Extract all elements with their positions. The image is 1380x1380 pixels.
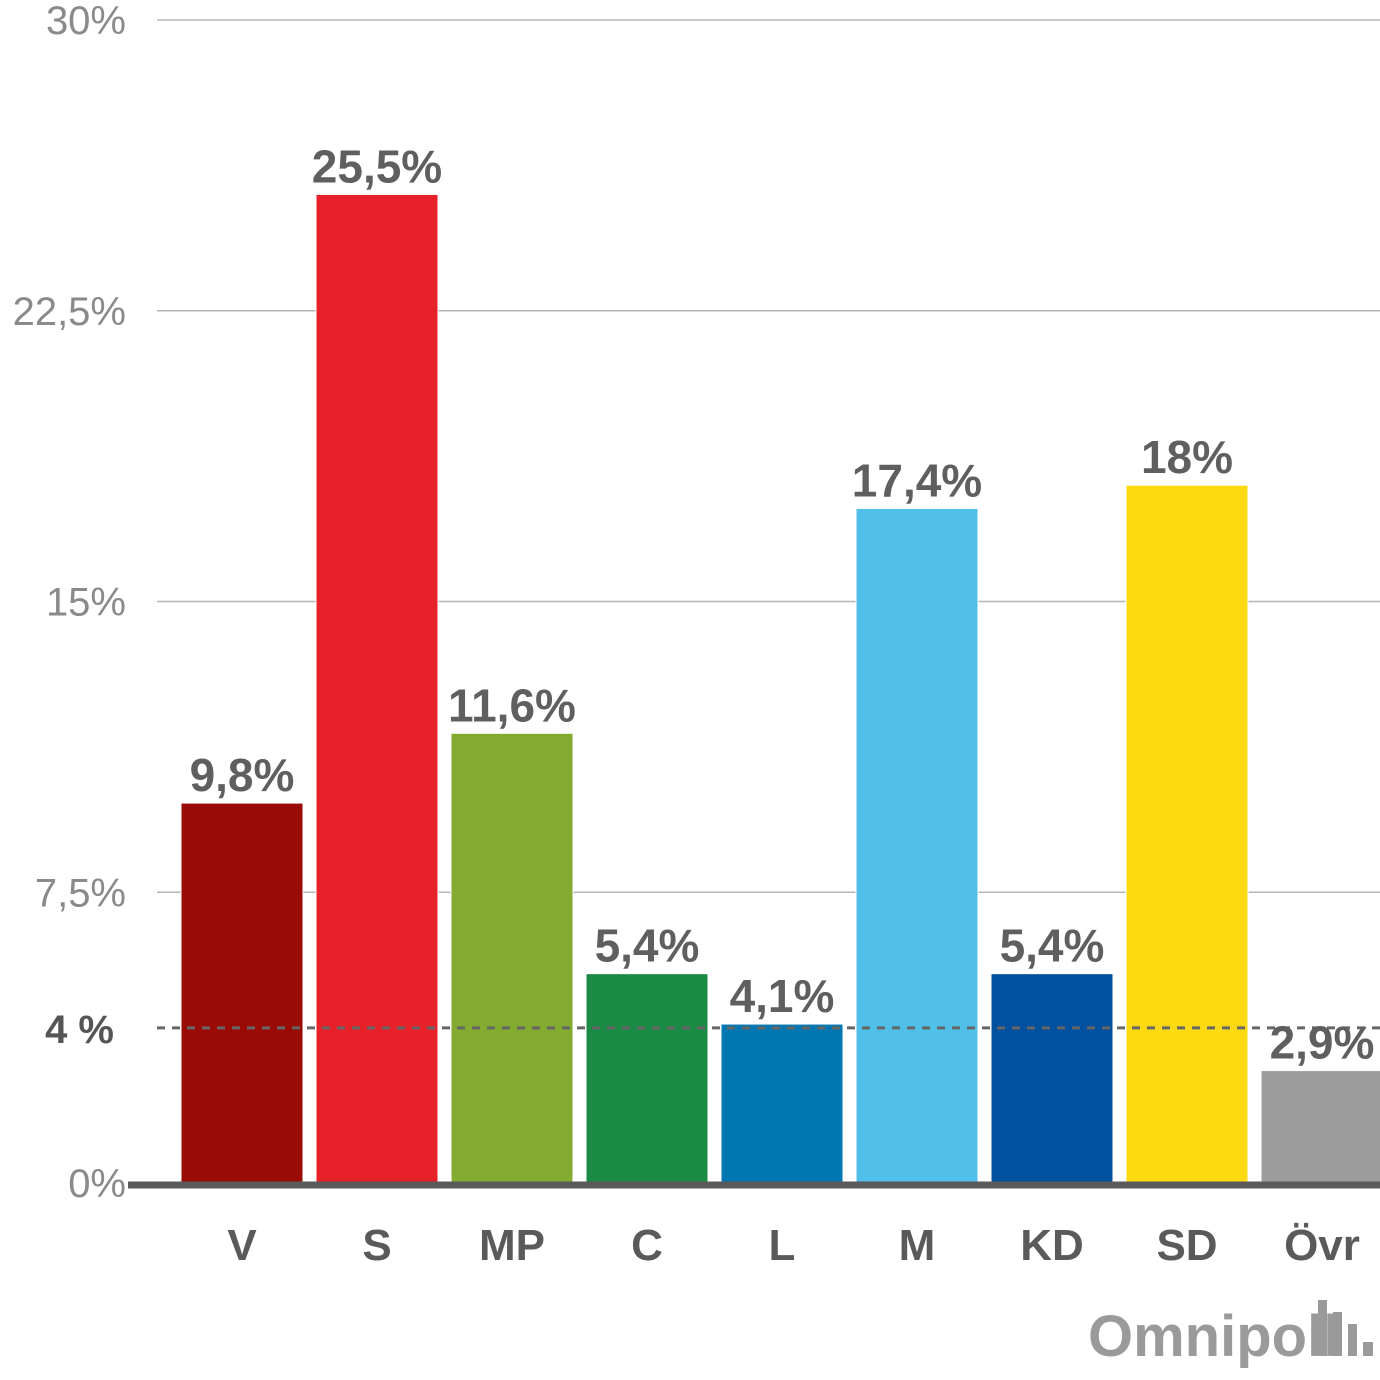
bar-l [720,1023,844,1184]
omnipoll-logo: Omnipoll [1088,1300,1373,1369]
bars [180,193,1380,1184]
value-label: 18% [1141,431,1233,483]
category-label: S [362,1221,391,1270]
value-label: 25,5% [312,140,442,192]
category-label: KD [1020,1221,1084,1270]
threshold-line-group: 4 % [45,1008,1380,1052]
bar-c [585,973,709,1184]
value-label: 11,6% [448,679,576,731]
bar-sd [1125,484,1249,1184]
y-tick-label: 15% [46,581,126,625]
y-tick-label: 0% [68,1162,126,1206]
value-labels: 9,8% 25,5% 11,6% 5,4% 4,1% 17,4% 5,4% 18% 2,9% [190,140,1375,1068]
category-label: C [631,1221,663,1270]
value-label: 5,4% [595,920,700,972]
value-label: 5,4% [1000,920,1105,972]
bar-v [180,802,304,1184]
bar-kd [990,973,1114,1184]
value-label: 17,4% [852,454,982,506]
category-label: MP [479,1221,545,1270]
bar-signal-icon [1318,1300,1373,1356]
value-label: 2,9% [1270,1017,1375,1069]
y-axis-ticks: 0% 7,5% 15% 22,5% 30% [13,0,126,1206]
bar-m [855,507,979,1184]
category-label: Övr [1284,1221,1360,1270]
category-label: SD [1156,1221,1217,1270]
value-label: 9,8% [190,749,295,801]
bar-mp [450,732,574,1184]
logo-text: Omnipoll [1088,1304,1339,1369]
category-label: L [769,1221,796,1270]
value-label: 4,1% [730,970,835,1022]
threshold-label: 4 % [45,1008,114,1052]
y-tick-label: 7,5% [35,871,126,915]
category-labels: V S MP C L M KD SD Övr [227,1221,1360,1270]
category-label: M [899,1221,936,1270]
y-tick-label: 30% [46,0,126,43]
category-label: V [227,1221,257,1270]
bar-övr [1260,1070,1380,1184]
bar-s [315,193,439,1184]
y-tick-label: 22,5% [13,290,126,334]
